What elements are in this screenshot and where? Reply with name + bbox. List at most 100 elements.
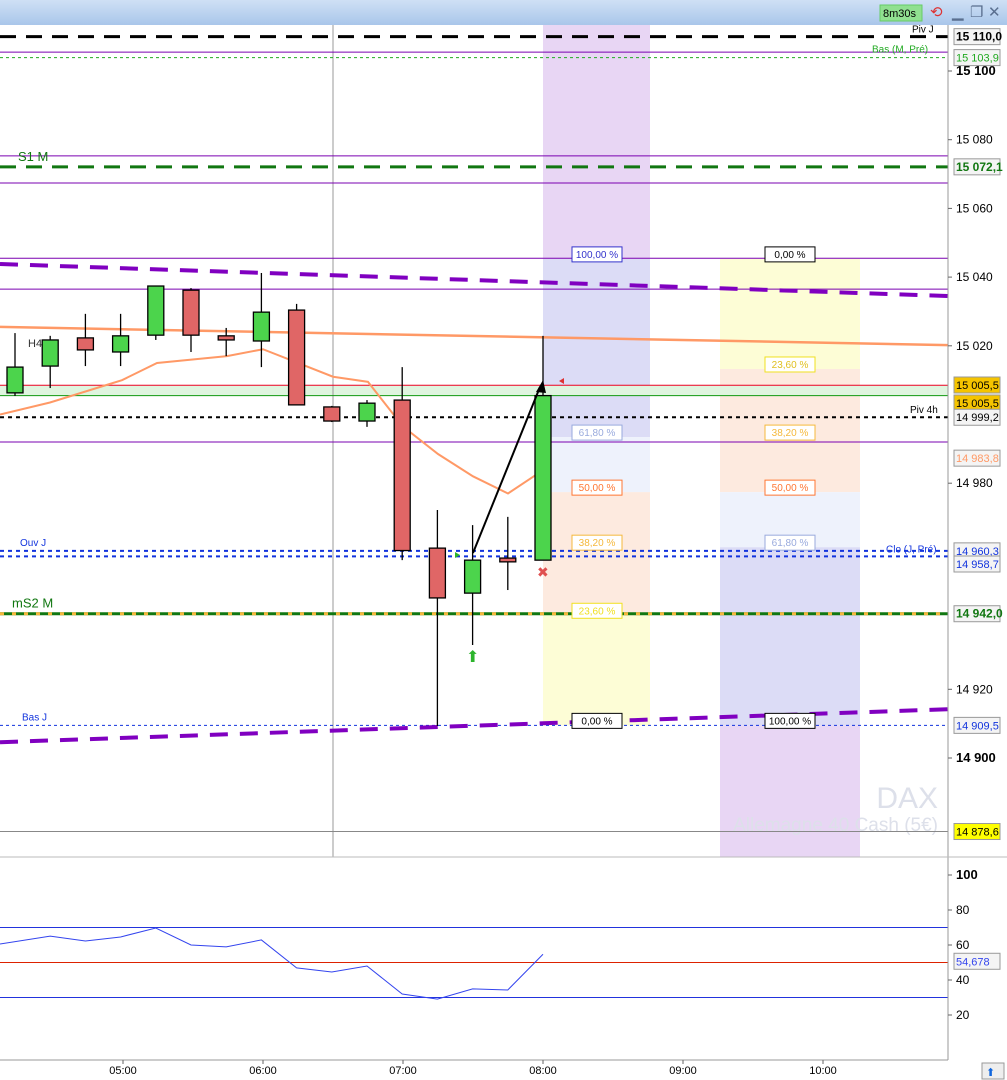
price-tick-label: 15 080 — [956, 133, 993, 147]
ma-price-tag: 14 983,8 — [956, 453, 999, 465]
level-price-tag: 14 942,0 — [956, 607, 1003, 621]
fib-right-label: 0,00 % — [774, 250, 805, 261]
minimize-icon[interactable]: ▁ — [952, 4, 964, 21]
level-price-tag-box — [953, 555, 1001, 573]
candle-05:15 — [147, 285, 165, 336]
candle-04:45 — [76, 337, 95, 351]
price-tick-label: 14 980 — [956, 476, 993, 490]
level-price-tag: 15 005,5 — [956, 380, 999, 392]
candle-04:30 — [41, 339, 59, 367]
fib-right-label-box — [764, 712, 816, 729]
fib-right-zone — [720, 547, 860, 726]
candle-04:15 — [6, 366, 24, 394]
fib-right-label: 38,20 % — [772, 428, 809, 439]
fib-right-label-box — [764, 424, 816, 441]
fib-right-label-box — [764, 479, 816, 496]
candle-05:30 — [182, 289, 200, 336]
fib-left-label: 50,00 % — [579, 483, 616, 494]
fib-left-label: 0,00 % — [581, 716, 612, 727]
candle-07:15 — [428, 547, 447, 599]
watermark-symbol: DAX — [876, 782, 938, 815]
time-tick-label: 06:00 — [249, 1065, 277, 1077]
fib-left-label: 23,60 % — [579, 606, 616, 617]
panel-menu-button[interactable] — [981, 1062, 1005, 1080]
time-tick-label: 05:00 — [109, 1065, 137, 1077]
level-label: Ouv J — [20, 538, 46, 549]
candle-06:00 — [252, 311, 271, 342]
candle-05:45 — [217, 335, 235, 341]
entry-marker-icon — [455, 552, 460, 558]
candle-05:00 — [111, 335, 130, 353]
rsi-tick-label: 40 — [956, 973, 970, 987]
watermark-name: Allemagne 40 Cash (5€) — [733, 815, 938, 836]
rsi-value-tag: 54,678 — [956, 956, 990, 968]
sell-cross-icon: ✖ — [537, 564, 549, 580]
price-tick-label: 15 060 — [956, 201, 993, 215]
level-label: S1 M — [18, 149, 48, 164]
level-price-tag: 14 960,3 — [956, 546, 999, 558]
candle-07:45 — [499, 557, 517, 563]
trendline — [0, 262, 949, 298]
fib-left-zone — [543, 492, 650, 616]
price-tick-label: 14 920 — [956, 682, 993, 696]
fib-left-zone — [543, 615, 650, 726]
candle-08:00 — [534, 394, 552, 561]
fib-right-label-box — [764, 534, 816, 551]
buy-arrow-icon: ⬆ — [466, 649, 479, 666]
price-tick-label: 15 040 — [956, 270, 993, 284]
level-price-tag: 15 072,1 — [956, 160, 1003, 174]
rsi-line — [0, 927, 544, 1000]
fib-right-zone — [720, 725, 860, 857]
rsi-tick-label: 80 — [956, 903, 970, 917]
fib-right-label: 50,00 % — [772, 483, 809, 494]
level-price-tag: 15 103,9 — [956, 53, 999, 65]
countdown-timer: 8m30s — [883, 8, 917, 20]
fib-left-zone — [543, 258, 650, 438]
fib-left-label-box — [571, 246, 623, 263]
fib-right-zone — [720, 258, 860, 369]
fib-left-label-box — [571, 712, 623, 729]
fib-right-label: 61,80 % — [772, 538, 809, 549]
level-price-tag: 15 005,5 — [956, 398, 999, 410]
level-price-tag: 14 878,6 — [956, 827, 999, 839]
rsi-tick-label: 20 — [956, 1008, 970, 1022]
time-tick-label: 08:00 — [529, 1065, 557, 1077]
ma-price-tag-box — [953, 449, 1001, 467]
fib-left-zone — [543, 25, 650, 259]
price-tick-label: 14 900 — [956, 750, 996, 765]
rsi-panel — [0, 858, 948, 1060]
moving-average-line — [0, 348, 544, 495]
level-price-tag: 14 909,5 — [956, 720, 999, 732]
level-label: mS2 M — [12, 596, 53, 611]
level-price-tag: 14 999,2 — [956, 412, 999, 424]
countdown-box — [879, 4, 923, 22]
level-price-tag-box — [953, 408, 1001, 426]
fib-left-label-box — [571, 479, 623, 496]
candle-06:30 — [323, 406, 341, 422]
candle-07:30 — [463, 559, 482, 594]
level-price-tag-box — [953, 823, 1001, 841]
level-price-tag-box — [953, 376, 1001, 394]
fib-right-label-box — [764, 356, 816, 373]
level-price-tag: 14 958,7 — [956, 559, 999, 571]
refresh-icon[interactable]: ⟲ — [930, 4, 943, 21]
candle-06:15 — [287, 309, 306, 406]
trend-arrow — [472, 386, 541, 554]
fib-left-label-box — [571, 424, 623, 441]
rsi-value-tag-box — [953, 952, 1001, 970]
level-label: Piv 4h — [910, 405, 938, 416]
close-icon[interactable]: ✕ — [988, 4, 1001, 21]
level-label: Bas J — [22, 712, 47, 723]
rsi-tick-label: 60 — [956, 938, 970, 952]
fib-left-label: 38,20 % — [579, 538, 616, 549]
restore-icon[interactable]: ❐ — [970, 4, 984, 21]
exit-marker-icon — [559, 378, 564, 384]
level-label: Clo (J, Pré) — [886, 544, 937, 555]
level-price-tag-box — [953, 716, 1001, 734]
fib-right-label: 100,00 % — [769, 716, 811, 727]
price-tick-label: 15 100 — [956, 63, 996, 78]
upload-icon: ⬆ — [986, 1067, 995, 1079]
level-price-tag-box — [953, 28, 1001, 46]
level-price-tag-box — [953, 605, 1001, 623]
